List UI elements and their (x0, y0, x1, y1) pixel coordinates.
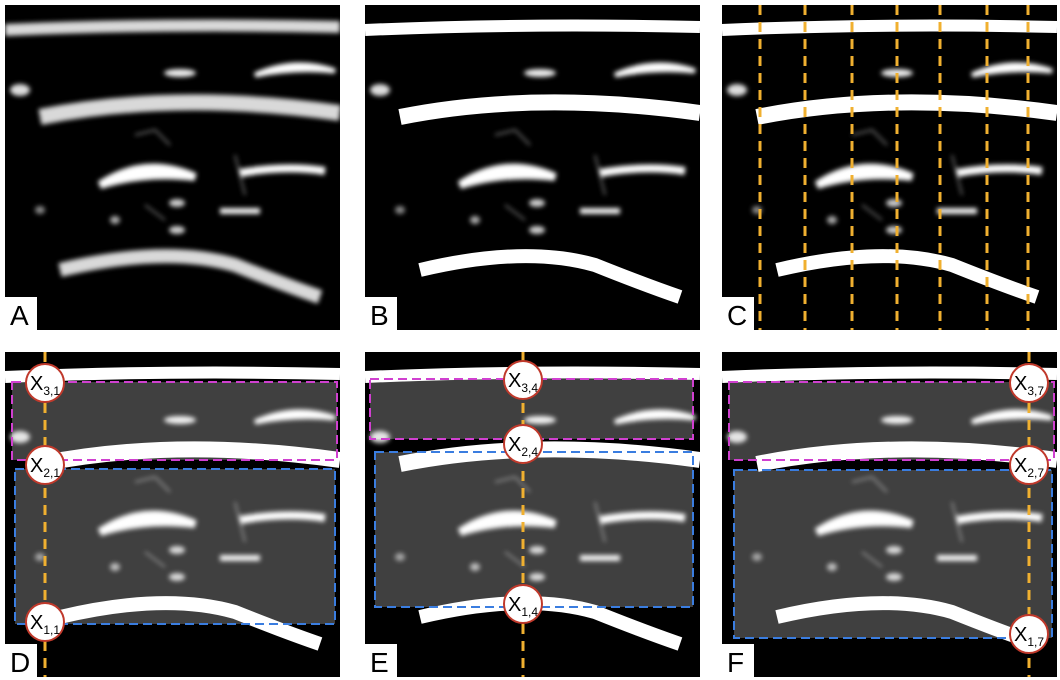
marker-sub: 1,4 (521, 605, 538, 619)
marker-base: X (1014, 624, 1027, 646)
marker-sub: 2,4 (521, 445, 538, 459)
marker-label: X3,4 (508, 370, 538, 395)
lower-region (14, 468, 336, 625)
marker-label: X1,4 (508, 594, 538, 619)
panel: X3,7X2,7X1,7F (722, 352, 1057, 678)
marker-circle (25, 445, 65, 485)
marker-base: X (1014, 373, 1027, 395)
panel-label: B (370, 300, 389, 331)
marker-base: X (508, 370, 521, 392)
marker-base: X (30, 612, 43, 634)
marker-sub: 3,4 (521, 381, 538, 395)
marker-circle (503, 584, 543, 624)
marker-base: X (30, 455, 43, 477)
marker-base: X (1014, 455, 1027, 477)
label-box (722, 644, 754, 677)
marker-label: X3,1 (30, 373, 60, 398)
marker-sub: 3,7 (1027, 384, 1044, 398)
label-box (365, 644, 397, 677)
marker-sub: 2,7 (1027, 466, 1044, 480)
label-box (5, 644, 37, 677)
marker-sub: 2,1 (43, 466, 60, 480)
panel-label: A (10, 300, 29, 331)
label-box (722, 297, 754, 330)
marker-sub: 1,7 (1027, 635, 1044, 649)
panel: B (365, 5, 700, 331)
marker-label: X2,7 (1014, 455, 1044, 480)
marker-label: X1,7 (1014, 624, 1044, 649)
panel: A (5, 5, 340, 331)
panel-label: F (727, 647, 744, 678)
upper-region (11, 381, 338, 461)
marker-circle (1009, 614, 1049, 654)
lower-region (374, 451, 694, 608)
upper-region (728, 381, 1055, 461)
marker-circle (1009, 363, 1049, 403)
marker-sub: 1,1 (43, 623, 60, 637)
panel: C (722, 5, 1057, 331)
marker-circle (1009, 445, 1049, 485)
marker-base: X (508, 434, 521, 456)
marker-label: X3,7 (1014, 373, 1044, 398)
label-box (5, 297, 37, 330)
marker-label: X2,1 (30, 455, 60, 480)
marker-circle (503, 424, 543, 464)
panel-label: D (10, 647, 30, 678)
marker-label: X1,1 (30, 612, 60, 637)
marker-sub: 3,1 (43, 384, 60, 398)
panel-label: E (370, 647, 389, 678)
marker-base: X (508, 594, 521, 616)
panel: X3,1X2,1X1,1D (5, 352, 340, 678)
marker-base: X (30, 373, 43, 395)
marker-circle (503, 360, 543, 400)
panel: X3,4X2,4X1,4E (365, 352, 700, 678)
marker-circle (25, 363, 65, 403)
label-box (365, 297, 397, 330)
marker-circle (25, 602, 65, 642)
lower-region (733, 469, 1053, 639)
panel-label: C (727, 300, 747, 331)
marker-label: X2,4 (508, 434, 538, 459)
